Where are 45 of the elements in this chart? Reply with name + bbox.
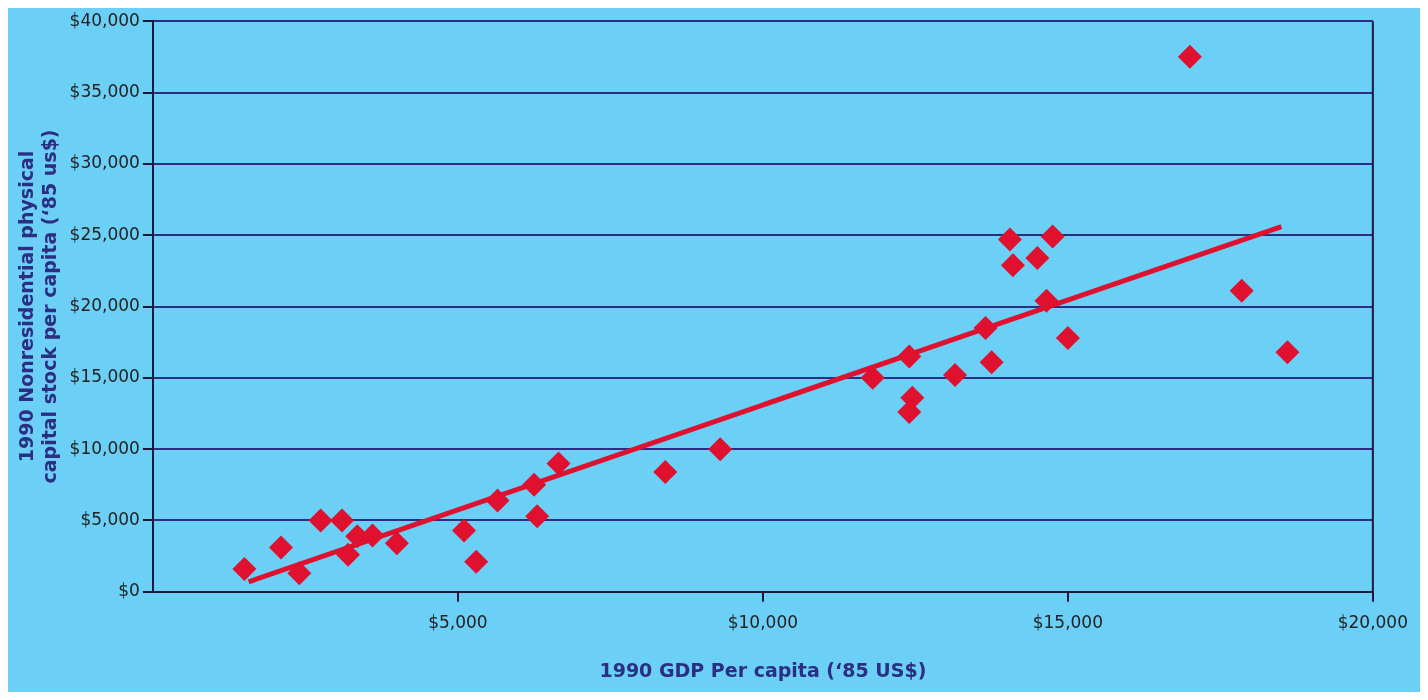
y-tick-label: $25,000	[69, 223, 140, 244]
point	[329, 508, 354, 533]
x-tick-label: $5,000	[428, 612, 488, 633]
point	[997, 227, 1022, 252]
point	[464, 549, 489, 574]
point	[943, 362, 968, 387]
point	[708, 437, 733, 462]
point	[384, 531, 409, 556]
point	[546, 451, 571, 476]
point	[897, 400, 922, 425]
point	[336, 542, 361, 567]
x-tick-label: $20,000	[1337, 612, 1409, 633]
point	[1000, 253, 1025, 278]
point	[287, 561, 312, 586]
point	[268, 535, 293, 560]
point	[1034, 288, 1059, 313]
y-tick-label: $10,000	[69, 437, 140, 458]
point	[485, 488, 510, 513]
point	[1055, 325, 1080, 350]
point	[232, 556, 257, 581]
point	[860, 365, 885, 390]
y-tick-label: $40,000	[69, 9, 140, 30]
x-tick-label: $15,000	[1032, 612, 1104, 633]
y-axis-title: 1990 Nonresidential physical capital stock per capita (‘85 us$)	[15, 129, 61, 484]
y-tick-label: $20,000	[69, 294, 140, 315]
point	[1025, 246, 1050, 270]
point	[525, 504, 550, 529]
point	[522, 472, 547, 497]
point	[1275, 340, 1300, 365]
point	[897, 344, 922, 369]
y-tick-label: $0	[118, 580, 140, 601]
y-tick-label: $35,000	[69, 80, 140, 101]
point	[1229, 278, 1254, 303]
point	[979, 350, 1004, 375]
y-tick-label: $30,000	[69, 152, 140, 173]
point	[451, 518, 476, 543]
point	[653, 459, 678, 484]
point	[1040, 224, 1065, 249]
y-tick-label: $5,000	[80, 508, 140, 529]
point	[308, 508, 333, 533]
y-tick-label: $15,000	[69, 366, 140, 387]
x-axis-title: 1990 GDP Per capita (‘85 US$)	[599, 658, 927, 681]
x-tick-label: $10,000	[727, 612, 799, 633]
point	[973, 315, 998, 340]
point	[1177, 44, 1202, 69]
